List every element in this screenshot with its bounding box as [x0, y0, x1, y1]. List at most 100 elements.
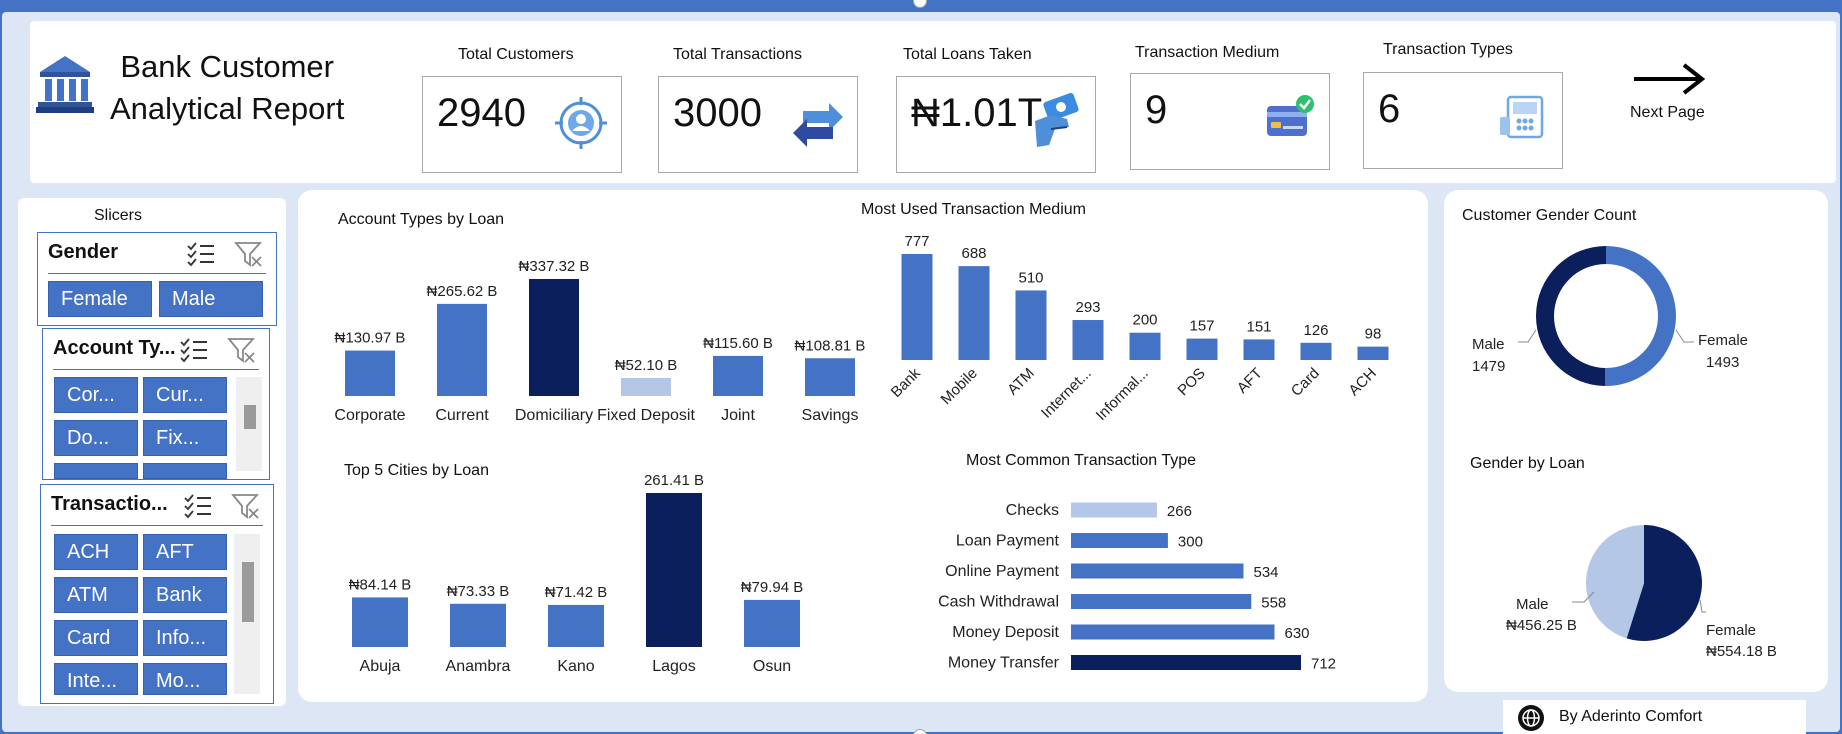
slicer-gender: Gender Female Male — [37, 232, 277, 326]
divider — [48, 273, 266, 274]
bar[interactable] — [1071, 594, 1252, 609]
category-label: Fixed Deposit — [597, 407, 695, 424]
select-all-icon[interactable] — [183, 493, 213, 519]
slicer-option[interactable]: Card — [54, 620, 138, 656]
chart-title: Customer Gender Count — [1462, 207, 1637, 224]
bar[interactable] — [450, 603, 506, 647]
leader-line[interactable] — [1675, 329, 1694, 343]
pie-slice[interactable] — [1626, 525, 1702, 641]
category-label: Kano — [557, 658, 594, 675]
scrollbar-thumb[interactable] — [244, 405, 256, 429]
slicer-title: Account Ty... — [53, 337, 176, 359]
bar[interactable] — [1072, 320, 1104, 360]
next-page-button[interactable]: Next Page — [1620, 56, 1718, 132]
bar[interactable] — [1071, 502, 1157, 518]
bar[interactable] — [805, 358, 855, 396]
select-all-icon[interactable] — [179, 337, 209, 363]
bar[interactable] — [901, 254, 933, 360]
resize-handle[interactable] — [913, 0, 927, 8]
bar[interactable] — [621, 377, 671, 396]
bar[interactable] — [744, 599, 800, 647]
leader-line[interactable] — [1572, 591, 1595, 603]
slicer-option-male[interactable]: Male — [159, 281, 263, 317]
kpi-value: 6 — [1378, 87, 1401, 131]
bar[interactable] — [958, 266, 990, 360]
leader-line[interactable] — [1518, 329, 1537, 343]
slicer-option[interactable]: Cor... — [54, 377, 138, 413]
data-label: ₦265.62 B — [427, 283, 498, 300]
transaction-medium-chart[interactable]: 777 Bank 688 Mobile 510 ATM 293 Internet... 200 I… — [880, 222, 1400, 422]
slicer-option[interactable]: Fix... — [143, 420, 227, 456]
slicer-option[interactable]: Info... — [143, 620, 227, 656]
arrow-right-icon — [1634, 63, 1706, 95]
slicer-option[interactable]: Bank — [143, 577, 227, 613]
gender-loan-chart[interactable]: Female ₦554.18 B Male ₦456.25 B — [1444, 520, 1828, 690]
title-line: Bank Customer — [120, 49, 334, 84]
bar[interactable] — [1071, 655, 1301, 670]
bar[interactable] — [646, 493, 702, 647]
category-label: Card — [1288, 365, 1323, 400]
leader-line[interactable] — [1699, 599, 1706, 613]
category-label: ATM — [1004, 365, 1038, 399]
donut-slice[interactable] — [1604, 246, 1676, 386]
bar[interactable] — [1129, 332, 1161, 360]
bar[interactable] — [713, 355, 763, 396]
bar[interactable] — [548, 604, 604, 647]
category-label: Anambra — [446, 658, 511, 675]
top-cities-chart[interactable]: ₦84.14 B Abuja ₦73.33 B Anambra ₦71.42 B Kano… — [330, 460, 830, 690]
bar[interactable] — [1186, 338, 1218, 360]
kpi-label: Total Customers — [458, 46, 574, 63]
scrollbar[interactable] — [234, 534, 260, 694]
bar[interactable] — [1071, 624, 1275, 640]
slicer-option[interactable]: AFT — [143, 534, 227, 570]
globe-icon — [1518, 705, 1544, 731]
data-label: 98 — [1365, 326, 1382, 343]
bar[interactable] — [1357, 346, 1389, 360]
bar[interactable] — [529, 279, 579, 396]
data-label: 688 — [961, 245, 986, 262]
clear-filter-icon[interactable] — [231, 493, 261, 519]
category-label: Online Payment — [945, 563, 1059, 580]
kpi-value: ₦1.01T — [911, 91, 1043, 135]
slicer-option[interactable]: ATM — [54, 577, 138, 613]
divider — [53, 369, 259, 370]
data-label: 712 — [1311, 656, 1336, 673]
bar[interactable] — [437, 303, 487, 396]
category-label: Abuja — [360, 658, 401, 675]
slicer-title: Transactio... — [51, 493, 168, 515]
scrollbar[interactable] — [236, 377, 262, 471]
bar[interactable] — [1243, 339, 1275, 360]
data-label: 261.41 B — [644, 472, 704, 489]
slicer-option[interactable]: Do... — [54, 420, 138, 456]
bar[interactable] — [352, 597, 408, 647]
slicer-option-female[interactable]: Female — [48, 281, 152, 317]
slicer-option[interactable]: Inte... — [54, 663, 138, 695]
bar[interactable] — [1015, 290, 1047, 360]
data-label: ₦108.81 B — [795, 337, 866, 354]
slicer-option-partial[interactable] — [143, 463, 227, 479]
donut-slice[interactable] — [1535, 246, 1606, 386]
bar[interactable] — [1300, 342, 1332, 360]
data-label: 157 — [1189, 318, 1214, 335]
transaction-type-chart[interactable]: Checks 266 Loan Payment 300 Online Payment 53… — [900, 492, 1360, 682]
bar[interactable] — [345, 350, 395, 396]
scrollbar-thumb[interactable] — [242, 562, 254, 622]
clear-filter-icon[interactable] — [227, 337, 257, 363]
legend-label: Male — [1472, 336, 1505, 353]
gender-count-chart[interactable]: Female 1493 Male 1479 — [1444, 230, 1828, 400]
slicer-option[interactable]: Mo... — [143, 663, 227, 695]
pie-slice[interactable] — [1586, 525, 1644, 639]
title-line: Analytical Report — [110, 91, 345, 126]
slicer-option[interactable]: ACH — [54, 534, 138, 570]
bar[interactable] — [1071, 563, 1244, 579]
slicer-option-partial[interactable] — [54, 463, 138, 479]
bar[interactable] — [1071, 533, 1168, 548]
clear-filter-icon[interactable] — [234, 241, 264, 267]
category-label: Current — [435, 407, 489, 424]
select-all-icon[interactable] — [186, 241, 216, 267]
slicer-option[interactable]: Cur... — [143, 377, 227, 413]
category-label: Osun — [753, 658, 791, 675]
next-page-label: Next Page — [1630, 104, 1705, 121]
account-types-chart[interactable]: ₦130.97 B Corporate ₦265.62 B Current ₦337.3… — [330, 240, 870, 440]
money-hand-icon — [1035, 92, 1079, 147]
